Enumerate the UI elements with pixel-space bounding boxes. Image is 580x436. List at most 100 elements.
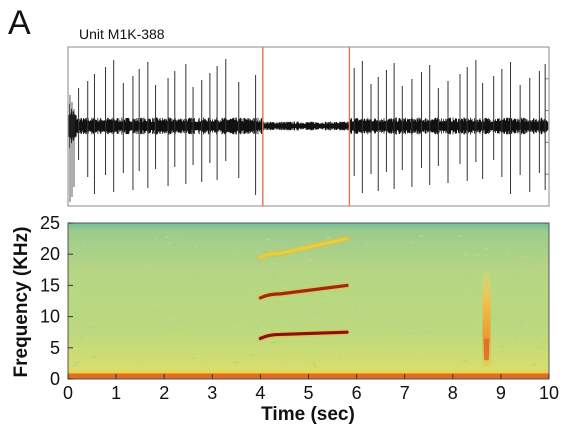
y-axis-ticks: 0 5 10 15 20 25 (40, 213, 73, 389)
spectrogram-speckle (144, 265, 150, 267)
spectrogram-speckle (69, 292, 76, 294)
spectrogram-speckle (307, 363, 312, 366)
spectrogram-speckle (173, 317, 179, 319)
spectrogram-broadband-events (482, 272, 491, 367)
spectrogram-speckle (345, 324, 349, 326)
spectrogram-speckle (458, 261, 462, 264)
spectrogram-speckle (541, 270, 545, 273)
x-tick-label: 1 (111, 383, 121, 403)
y-tick-label: 20 (40, 244, 60, 264)
spectrogram-speckle (155, 237, 159, 240)
spectrogram-speckle (270, 341, 277, 344)
spectrogram-panel: 0 1 2 3 4 5 6 7 8 9 10 0 5 10 15 20 25 Time (sec) Frequ… (11, 213, 559, 425)
spectrogram-speckle (474, 253, 481, 256)
spectrogram-speckle (326, 328, 330, 330)
spectrogram-speckle (367, 268, 373, 271)
spectrogram-harmonics (257, 235, 350, 342)
x-axis-title: Time (sec) (261, 404, 355, 425)
spectrogram-speckle (280, 279, 284, 282)
spectrogram-speckle (477, 263, 482, 266)
spectrogram-speckle (458, 302, 462, 305)
spectrogram-speckle (253, 293, 257, 296)
spectrogram-speckle (191, 357, 196, 359)
event-markers (262, 47, 351, 206)
spectrogram-speckle (270, 278, 276, 280)
spectrogram-speckle (269, 262, 276, 265)
spectrogram-speckle (181, 319, 185, 322)
spectrogram-speckle (262, 339, 268, 341)
spectrogram-speckle (156, 309, 162, 312)
spectrogram-speckle (255, 326, 260, 329)
spectrogram-speckle (429, 330, 434, 333)
spectrogram-speckle (129, 308, 134, 311)
spectrogram-speckle (271, 284, 277, 286)
x-tick-label: 3 (207, 383, 217, 403)
spectrogram-speckle (196, 277, 200, 280)
spectrogram-speckle (74, 240, 80, 242)
spectrogram-speckle (166, 242, 171, 244)
spectrogram-speckle (86, 265, 91, 268)
trace-spikes (78, 59, 546, 195)
spectrogram-speckle (537, 264, 540, 266)
spectrogram-speckle (265, 238, 271, 241)
spectrogram-speckle (79, 336, 84, 339)
spectrogram-speckle (260, 300, 266, 303)
x-tick-label: 4 (255, 383, 265, 403)
spectrogram-speckle (320, 302, 326, 305)
spectrogram-speckle (272, 274, 277, 277)
spectrogram-speckle (315, 299, 320, 302)
spectrogram-speckle (326, 352, 330, 354)
spectrogram-speckle (111, 273, 117, 275)
spectrogram-speckle (405, 312, 409, 315)
spectrogram-speckle (408, 357, 413, 359)
spectrogram-speckle (467, 287, 473, 290)
spectrogram-speckle (197, 267, 202, 269)
spectrogram-speckle (352, 339, 356, 342)
spectrogram-speckle (405, 332, 408, 335)
spectrogram-speckle (446, 310, 453, 312)
spectrogram-speckle (418, 262, 423, 264)
spectrogram-speckle (386, 360, 389, 363)
x-tick-label: 10 (539, 383, 559, 403)
spectrogram-speckle (267, 250, 272, 252)
spectrogram-speckle (82, 245, 85, 248)
spectrogram-speckle (513, 337, 518, 339)
spectrogram-speckle (282, 323, 287, 326)
spike-trace-panel (67, 46, 550, 207)
spectrogram-speckle (353, 305, 358, 308)
spectrogram-speckle (520, 255, 526, 258)
spectrogram-speckle (533, 364, 536, 366)
y-tick-label: 15 (40, 275, 60, 295)
spectrogram-speckle (141, 363, 145, 366)
spectrogram-speckle (476, 239, 482, 242)
spectrogram-speckle (257, 262, 263, 264)
harmonic-line (258, 330, 349, 341)
spectrogram-speckle (492, 290, 496, 292)
harmonic-line (259, 237, 349, 259)
spectrogram-speckle (451, 285, 455, 288)
spectrogram-speckle (309, 293, 315, 296)
spectrogram-speckle (307, 259, 312, 261)
spectrogram-speckle (415, 358, 421, 361)
x-tick-label: 6 (352, 383, 362, 403)
spectrogram-speckle (279, 298, 285, 300)
broadband-event-core (483, 338, 489, 361)
spectrogram-speckle (313, 342, 317, 344)
spectrogram-speckle (529, 262, 535, 265)
spectrogram-speckle (408, 332, 414, 335)
spectrogram-speckle (152, 317, 157, 320)
spectrogram-speckle (370, 251, 377, 254)
y-tick-label: 5 (50, 338, 60, 358)
spectrogram-speckle (457, 235, 463, 237)
spectrogram-speckle (453, 269, 458, 272)
spectrogram-speckle (462, 254, 469, 256)
spectrogram-speckle (367, 313, 371, 315)
spectrogram-speckle (542, 313, 547, 316)
spectrogram-speckle (466, 277, 472, 279)
x-tick-label: 8 (448, 383, 458, 403)
spectrogram-speckle (253, 354, 258, 357)
spectrogram-speckle (297, 281, 303, 284)
spectrogram-speckle (545, 260, 550, 262)
x-tick-label: 2 (159, 383, 169, 403)
